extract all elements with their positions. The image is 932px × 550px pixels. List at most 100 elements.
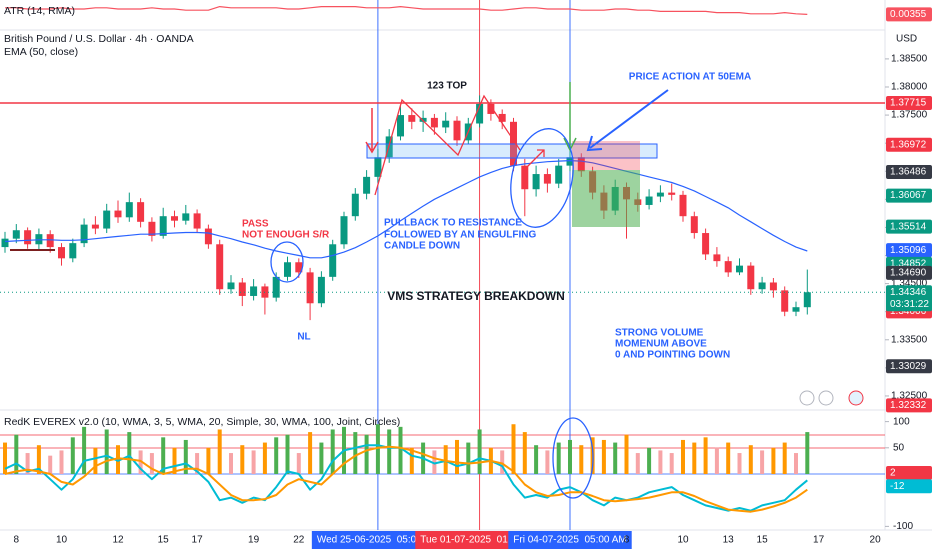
volume-bar [511,424,516,474]
candle-body [250,286,258,296]
candle-body [374,157,382,177]
candle-body [171,216,178,221]
volume-bar [613,442,618,474]
candle-body [476,103,484,124]
stop-zone [572,141,640,170]
price-tag-label: 1.36486 [890,167,927,178]
candle-body [284,262,291,277]
x-tick-label: Fri 04-07-2025 05:00 AM [513,535,626,546]
volume-bar [624,434,629,474]
candle-body [430,117,438,128]
annotation: MOMENUM ABOVE [615,339,707,350]
y-tick-label: 1.32500 [891,391,928,402]
x-highlight [508,531,632,549]
y-tick-label: 1.34500 [891,278,928,289]
price-tag-label: 1.36972 [890,139,927,150]
volume-bar [647,447,652,474]
volume-bar [556,442,561,474]
candle-body [91,224,99,229]
volume-bar [206,447,211,474]
candle-body [645,196,653,205]
candle-body [295,262,303,273]
x-tick-label: 20 [870,535,882,546]
last-price-tag [886,285,932,312]
price-tag-label: 1.32332 [890,400,927,411]
candle-body [656,192,664,197]
y-tick-label: 1.38500 [891,54,928,65]
price-tag-label: 1.33029 [890,361,927,372]
candle-body [148,221,156,236]
candle-body [216,244,224,290]
price-tag [886,265,932,280]
candle-body [453,120,461,141]
atr-title: ATR (14, RMA) [4,5,75,17]
volume-bar [70,437,75,474]
candle-body [713,254,721,262]
candle-body [12,230,20,239]
candle-body [329,244,337,277]
ema-line [4,160,808,259]
x-tick-label: 22 [293,535,305,546]
flag-icon[interactable] [848,390,864,406]
event-icon[interactable] [818,390,834,406]
candle-body [227,282,235,290]
volume-bar [127,432,132,474]
price-tag-label: 1.34006 [890,306,927,317]
price-tag-label: 1.35514 [890,221,927,232]
oscillator-line [4,444,808,512]
volume-bar [726,442,731,474]
resistance-zone [366,143,658,159]
candle-body [397,115,404,137]
red-arrow [365,108,379,154]
annotation: NOT ENOUGH S/R [242,230,330,241]
candle-body [272,276,280,298]
annotation: FOLLOWED BY AN ENGULFING [384,230,536,241]
volume-bar [387,429,392,474]
price-tag-label: 1.36067 [890,190,927,201]
x-tick-label: 15 [158,535,170,546]
candle-body [747,265,755,290]
event-icon[interactable] [799,390,815,406]
highlight-circle [270,241,304,283]
volume-bar [330,429,335,474]
volume-bar [805,432,810,474]
x-tick-label: 19 [248,535,260,546]
volume-bar [296,453,301,474]
volume-bar [14,434,19,474]
volume-bar [658,450,663,474]
volume-bar [409,447,414,474]
price-tag [886,137,932,152]
volume-bar [714,447,719,474]
candle-body [137,202,145,222]
candle-body [408,115,416,122]
volume-bar [466,442,471,474]
volume-bar [432,450,437,474]
volume-bar [93,447,98,474]
volume-bar [36,445,41,474]
candle-body [103,210,111,229]
price-tag-label: 1.37715 [890,98,927,109]
annotation: 123 TOP [427,81,467,92]
x-tick-label: Tue 01-07-2025 01:00 AM [420,535,539,546]
price-tag [886,359,932,374]
volume-bar [262,442,267,474]
volume-bar [104,429,109,474]
volume-bar [681,439,685,474]
top-pattern [374,94,521,196]
annotation: NL [297,332,310,343]
volume-bar [251,450,256,474]
drawings [0,82,885,499]
indicator-tag [886,479,932,494]
y-tick-label: 1.38000 [891,82,928,93]
volume-bar [364,434,369,474]
highlight-circle [552,417,594,499]
green-arrow [563,82,577,152]
volume-bar [500,450,505,474]
volume-bar [161,437,166,474]
candle-body [566,157,574,166]
x-highlight [311,531,444,549]
annotation: PULLBACK TO RESISTANCE [384,218,522,229]
volume-bar [692,442,697,474]
highlight-circle [510,128,574,228]
